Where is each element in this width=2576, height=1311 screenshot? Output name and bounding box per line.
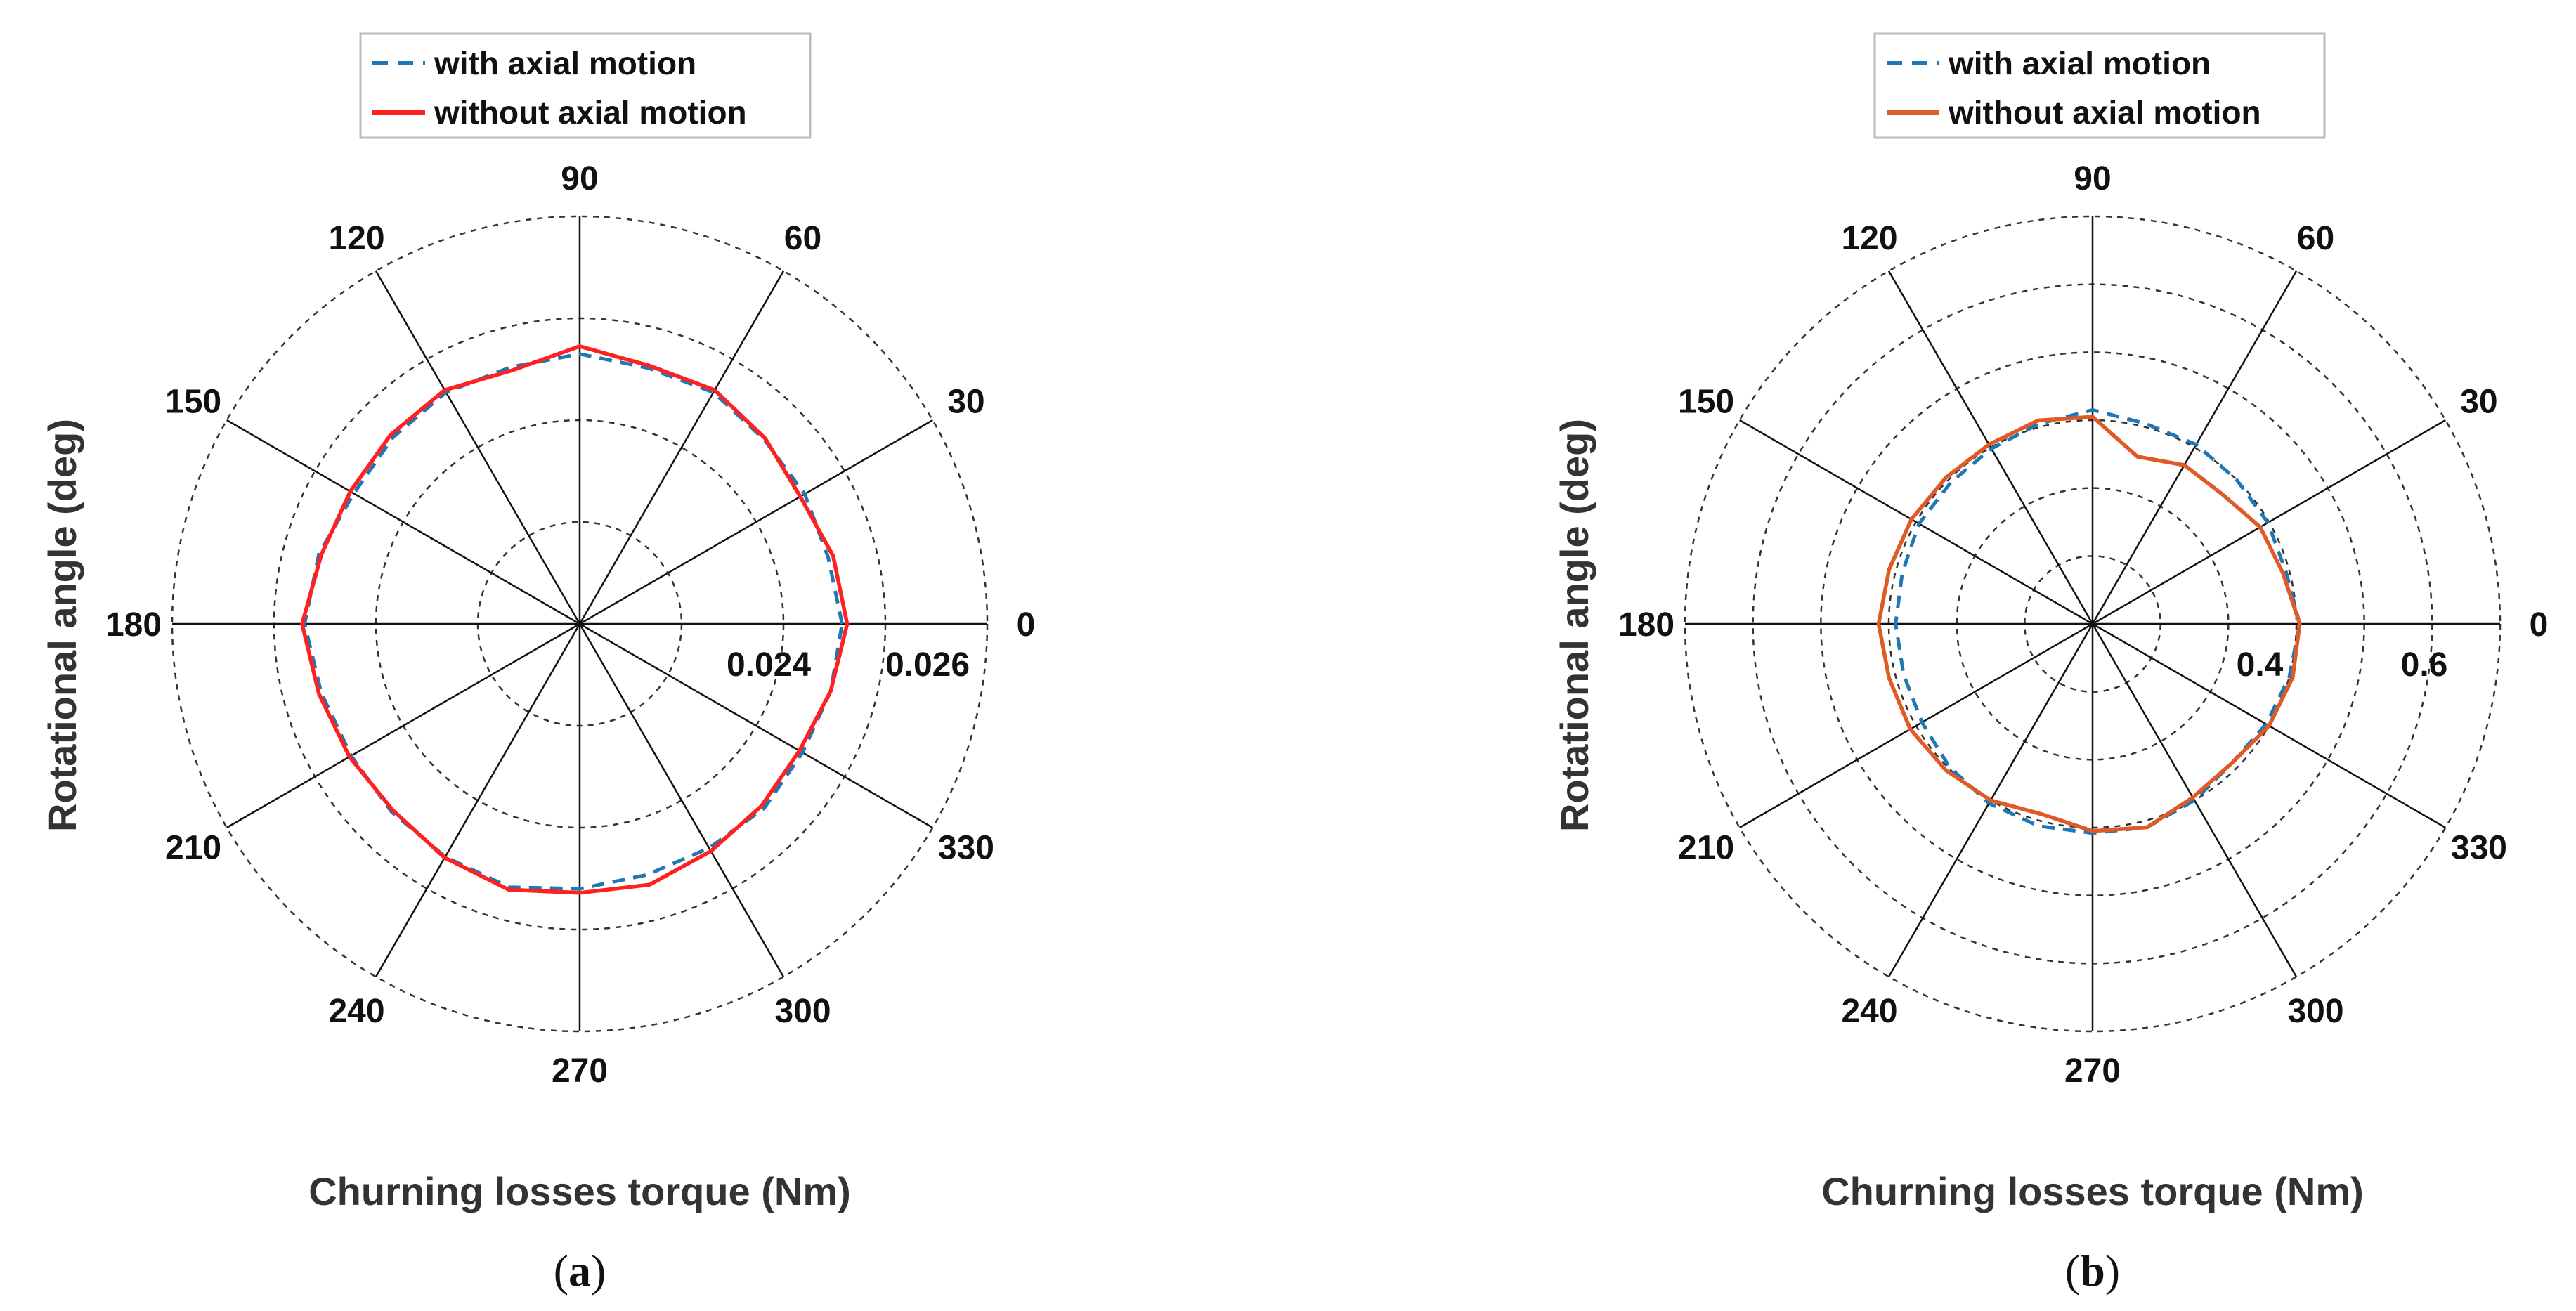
panel-b-angle-tick-label: 0 xyxy=(2530,606,2549,644)
panel-a-xlabel: Churning losses torque (Nm) xyxy=(308,1169,851,1213)
panel-a-series-group xyxy=(300,344,850,895)
panel-b-angle-tick-label: 120 xyxy=(1841,220,1897,257)
panel-b-grid-spoke xyxy=(1739,419,2446,829)
panel-b-series-group xyxy=(1876,407,2302,835)
panel-b-angle-tick-label: 210 xyxy=(1678,830,1734,867)
panel-a-legend-box xyxy=(359,32,812,139)
panel-b-legend-entry: with axial motion xyxy=(1948,45,2211,81)
panel-b-legend-box xyxy=(1873,32,2326,139)
panel-b-caption-letter: b xyxy=(2080,1246,2105,1296)
panel-a-angle-tick-label: 240 xyxy=(328,993,384,1030)
panel-b-angle-tick-label: 30 xyxy=(2460,384,2497,421)
panel-b-ylabel: Rotational angle (deg) xyxy=(1552,419,1596,832)
panel-a-angle-tick-label: 180 xyxy=(105,606,162,644)
panel-b-angle-tick-label: 180 xyxy=(1618,606,1674,644)
panel-a-angle-labels: 0 30 60 90 120 150 180 210 240 270 300 330 xyxy=(105,160,1035,1090)
panel-a-legend-entry: with axial motion xyxy=(434,45,696,81)
panel-b-angle-tick-label: 240 xyxy=(1841,993,1897,1030)
panel-b-xlabel: Churning losses torque (Nm) xyxy=(1821,1169,2364,1213)
panel-b-caption: (b) xyxy=(2065,1246,2120,1296)
panel-b-angle-tick-label: 300 xyxy=(2287,993,2343,1030)
panel-a-legend-entry: without axial motion xyxy=(434,94,747,131)
panel-a-angle-tick-label: 150 xyxy=(165,384,221,421)
panel-a-polar-chart: 0 30 60 90 120 150 180 210 240 270 300 330 0.024 0.… xyxy=(40,32,1035,1296)
panel-b-series-line-with-axial-motion xyxy=(1894,407,2302,835)
panel-a-angle-tick-label: 120 xyxy=(328,220,384,257)
panel-b-polar-grid xyxy=(1684,215,2502,1033)
panel-b-angle-tick-label: 60 xyxy=(2297,220,2334,257)
panel-a-angle-tick-label: 210 xyxy=(165,830,221,867)
panel-b-angle-tick-label: 270 xyxy=(2064,1052,2121,1090)
panel-a-radial-tick-label: 0.026 xyxy=(885,646,970,684)
panel-a-angle-tick-label: 0 xyxy=(1017,606,1036,644)
panel-a-ylabel: Rotational angle (deg) xyxy=(40,419,84,832)
panel-b-angle-labels: 0 30 60 90 120 150 180 210 240 270 300 330 xyxy=(1618,160,2548,1090)
panel-a-radial-tick-label: 0.024 xyxy=(727,646,811,684)
panel-a-caption: (a) xyxy=(554,1246,606,1296)
panel-a-angle-tick-label: 270 xyxy=(552,1052,608,1090)
panel-b-angle-tick-label: 90 xyxy=(2074,160,2111,197)
panel-a-caption-letter: a xyxy=(568,1246,591,1296)
panel-b-radial-tick-label: 0.6 xyxy=(2401,646,2448,684)
panel-a-angle-tick-label: 300 xyxy=(774,993,831,1030)
panel-b-angle-tick-label: 150 xyxy=(1678,384,1734,421)
panel-a-series-line-without-axial-motion xyxy=(300,344,850,895)
panel-a-angle-tick-label: 330 xyxy=(938,830,994,867)
panel-a-polar-grid xyxy=(171,215,989,1033)
panel-a-grid-spoke xyxy=(226,419,933,829)
panel-a-legend: with axial motion without axial motion xyxy=(359,32,812,139)
panel-a-series-line-with-axial-motion xyxy=(302,352,844,891)
panel-a-angle-tick-label: 30 xyxy=(947,384,984,421)
panel-b-radial-tick-label: 0.4 xyxy=(2237,646,2284,684)
panel-b-legend: with axial motion without axial motion xyxy=(1873,32,2326,139)
panel-b-series-line-without-axial-motion xyxy=(1876,415,2302,833)
panel-b-angle-tick-label: 330 xyxy=(2451,830,2507,867)
panel-a-angle-tick-label: 90 xyxy=(561,160,598,197)
panel-a-angle-tick-label: 60 xyxy=(784,220,821,257)
panel-b-legend-entry: without axial motion xyxy=(1948,94,2261,131)
